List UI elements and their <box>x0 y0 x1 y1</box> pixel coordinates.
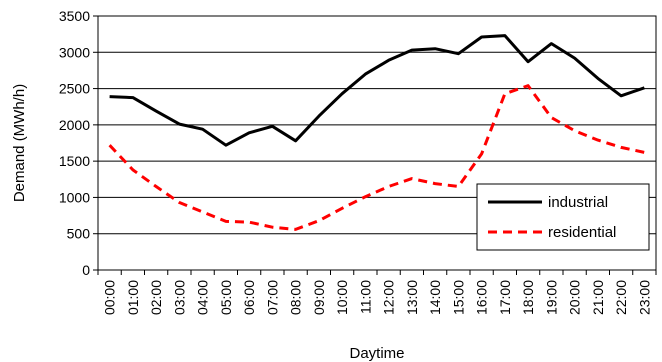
x-tick-label: 07:00 <box>264 280 280 315</box>
series-line-industrial <box>109 34 645 147</box>
x-tick-label: 10:00 <box>334 280 350 315</box>
y-tick-label: 2000 <box>59 117 90 133</box>
legend-label-residential: residential <box>548 224 616 241</box>
y-tick-label: 3500 <box>59 8 90 24</box>
x-tick-label: 16:00 <box>474 280 490 315</box>
x-tick-label: 20:00 <box>567 280 583 315</box>
x-tick-label: 22:00 <box>613 280 629 315</box>
x-tick-label: 17:00 <box>497 280 513 315</box>
y-tick-label: 500 <box>67 226 91 242</box>
series-line-residential <box>108 84 645 231</box>
y-tick-label: 0 <box>82 262 90 278</box>
x-tick-label: 14:00 <box>427 280 443 315</box>
x-tick-label: 06:00 <box>241 280 257 315</box>
x-tick-label: 12:00 <box>381 280 397 315</box>
y-tick-label: 1500 <box>59 153 90 169</box>
y-axis-title: Demand (MWh/h) <box>11 84 28 202</box>
y-tick-label: 1000 <box>59 189 90 205</box>
series-lines <box>108 34 645 231</box>
x-tick-label: 11:00 <box>357 280 373 314</box>
y-axis-ticks: 0 500 1000 1500 2000 2500 3000 3500 <box>59 8 98 278</box>
x-tick-label: 15:00 <box>450 280 466 315</box>
legend-box <box>476 183 650 251</box>
x-tick-label: 05:00 <box>218 280 234 315</box>
y-tick-label: 2500 <box>59 81 90 97</box>
x-axis-title: Daytime <box>349 345 404 362</box>
x-tick-label: 04:00 <box>195 280 211 315</box>
legend: industrial residential <box>476 183 650 251</box>
x-tick-label: 09:00 <box>311 280 327 315</box>
x-tick-label: 03:00 <box>171 280 187 315</box>
legend-label-industrial: industrial <box>548 194 608 211</box>
x-tick-label: 21:00 <box>590 280 606 315</box>
y-tick-label: 3000 <box>59 44 90 60</box>
x-axis-ticks: 00:00 01:00 02:00 03:00 04:00 05:00 06:00 07:00… <box>97 270 657 315</box>
x-tick-label: 23:00 <box>636 280 652 315</box>
x-tick-label: 08:00 <box>288 280 304 315</box>
x-tick-label: 13:00 <box>404 280 420 315</box>
x-tick-label: 01:00 <box>125 280 141 315</box>
x-tick-label: 00:00 <box>102 280 118 315</box>
x-tick-label: 02:00 <box>148 280 164 315</box>
x-tick-label: 19:00 <box>543 280 559 315</box>
x-tick-label: 18:00 <box>520 280 536 315</box>
